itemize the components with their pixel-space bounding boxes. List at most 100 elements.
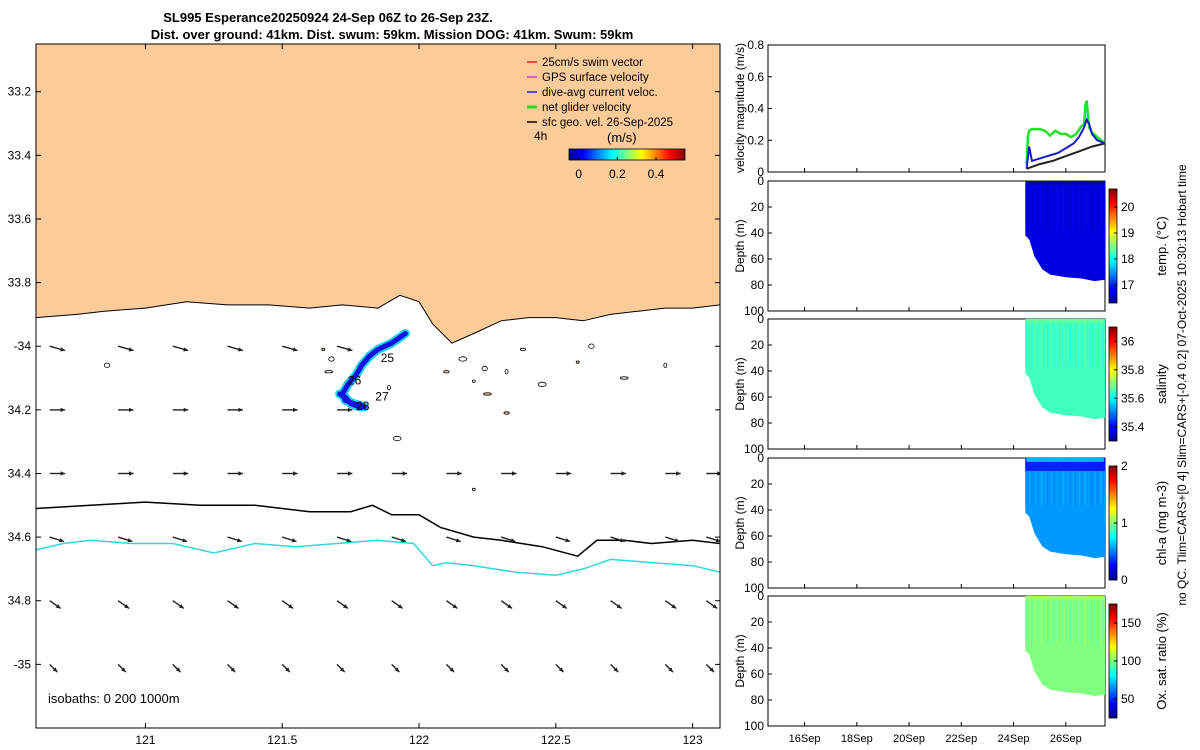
profile-surface-dot xyxy=(1099,180,1105,186)
profile-texture xyxy=(1091,460,1093,507)
profile-surface-layer xyxy=(1075,458,1078,471)
profile-colorbar-tick-label: 36 xyxy=(1121,334,1135,348)
profile-texture xyxy=(1083,460,1085,507)
profile-texture xyxy=(1063,183,1065,230)
profile-surface-dot xyxy=(1099,318,1105,324)
geostrophic-vector-head xyxy=(288,604,294,609)
geostrophic-vector-head xyxy=(127,538,133,543)
map-ytick-label: 33.2 xyxy=(8,85,32,99)
profile-texture xyxy=(1045,460,1047,507)
profile-texture xyxy=(1087,183,1089,230)
profile-texture xyxy=(1057,460,1059,507)
map-xtick-label: 122.5 xyxy=(541,733,571,747)
legend-label-dive: dive-avg current veloc. xyxy=(542,87,658,99)
profile-texture xyxy=(1095,183,1096,230)
geostrophic-vector-head xyxy=(60,471,66,476)
isobaths-label: isobaths: 0 200 1000m xyxy=(48,691,180,706)
velocity-ylabel: velocity magnitude (m/s) xyxy=(733,43,747,173)
profile-surface-layer xyxy=(1101,458,1103,471)
profile-texture xyxy=(1089,321,1091,368)
profile-texture xyxy=(1059,598,1061,645)
profile-texture xyxy=(1031,460,1033,507)
profile-texture xyxy=(1097,598,1098,645)
island-outline xyxy=(519,347,527,351)
profile-texture xyxy=(1053,321,1055,368)
colorbar-title: (m/s) xyxy=(607,130,637,145)
profile-ytick-label: 40 xyxy=(751,503,765,517)
profile-surface-dot xyxy=(1099,595,1105,601)
geostrophic-vector-head xyxy=(291,538,297,543)
time-xtick-label: 26Sep xyxy=(1050,733,1082,745)
profile-texture xyxy=(1069,321,1071,368)
map-ytick-label: 34.2 xyxy=(8,403,32,417)
profile-texture xyxy=(1081,183,1083,230)
time-xtick-label: 20Sep xyxy=(893,733,925,745)
profile-texture xyxy=(1027,598,1029,645)
profile-texture xyxy=(1079,460,1081,507)
island-outline xyxy=(324,370,334,374)
geostrophic-vector-head xyxy=(293,407,298,412)
map-legend: 25cm/s swim vector GPS surface velocity … xyxy=(527,57,686,181)
geostrophic-vector-head xyxy=(397,604,403,609)
profile-colorbar-label: chl-a (mg m-3) xyxy=(1154,481,1169,566)
geostrophic-vector-head xyxy=(676,471,681,476)
profile-ytick-label: 60 xyxy=(751,390,765,404)
profile-ylabel: Depth (m) xyxy=(733,634,747,687)
profile-texture xyxy=(1087,321,1089,368)
profile-texture xyxy=(1065,183,1067,230)
profile-surface-layer xyxy=(1043,458,1046,471)
profile-surface-layer xyxy=(1049,458,1052,471)
island-outline xyxy=(588,343,595,349)
profile-texture xyxy=(1061,460,1063,507)
profile-texture xyxy=(1103,460,1104,507)
profile-texture xyxy=(1043,183,1045,230)
island-outline xyxy=(471,379,476,383)
profile-texture xyxy=(1083,598,1085,645)
profile-texture xyxy=(1063,598,1065,645)
profile-texture xyxy=(1089,598,1091,645)
profile-ytick-label: 40 xyxy=(751,226,765,240)
profile-surface-layer xyxy=(1083,458,1086,471)
profile-texture xyxy=(1045,321,1047,368)
profile-surface-layer xyxy=(1099,458,1101,471)
geostrophic-vector-head xyxy=(339,667,345,673)
profile-texture xyxy=(1075,460,1077,507)
profile-texture xyxy=(1081,598,1083,645)
profile-texture xyxy=(1045,183,1047,230)
profile-texture xyxy=(1089,460,1091,507)
profile-texture xyxy=(1041,598,1043,645)
profile-ylabel: Depth (m) xyxy=(733,357,747,410)
geostrophic-vector-head xyxy=(347,347,353,352)
velocity-series xyxy=(1025,100,1106,170)
chart-title-line2: Dist. over ground: 41km. Dist. swum: 59k… xyxy=(151,27,634,42)
profile-texture xyxy=(1029,598,1031,645)
profile-texture xyxy=(1099,183,1100,230)
island-outline xyxy=(481,365,488,372)
geostrophic-vector-head xyxy=(182,538,188,543)
profile-texture xyxy=(1041,183,1043,230)
profile-texture xyxy=(1029,183,1031,230)
profile-texture xyxy=(1103,598,1104,645)
profile-texture xyxy=(1025,460,1027,507)
profile-texture xyxy=(1099,460,1100,507)
map-ytick-label: -35 xyxy=(14,657,32,671)
profile-texture xyxy=(1059,321,1061,368)
profile-colorbar-label: salinity xyxy=(1154,364,1169,404)
profile-texture xyxy=(1029,321,1031,368)
map-xtick-label: 123 xyxy=(683,733,703,747)
profile-texture xyxy=(1053,598,1055,645)
velocity-ytick-label: 0 xyxy=(757,165,764,179)
geostrophic-vector-head xyxy=(60,347,66,352)
profile-texture xyxy=(1059,183,1061,230)
profile-panel: 0 20 40 60 80 100 Depth (m) 50 100 150 Ox. sat. ra… xyxy=(733,589,1169,745)
profile-ytick-label: 20 xyxy=(751,338,765,352)
profile-texture xyxy=(1041,321,1043,368)
profile-surface-layer xyxy=(1079,458,1082,471)
profile-texture xyxy=(1079,183,1081,230)
geostrophic-vector-head xyxy=(619,538,625,543)
profile-surface-layer xyxy=(1069,458,1072,471)
profile-surface-layer xyxy=(1103,458,1105,471)
profile-texture xyxy=(1067,460,1069,507)
profile-surface-layer xyxy=(1039,458,1042,471)
geostrophic-vector-head xyxy=(343,604,348,609)
